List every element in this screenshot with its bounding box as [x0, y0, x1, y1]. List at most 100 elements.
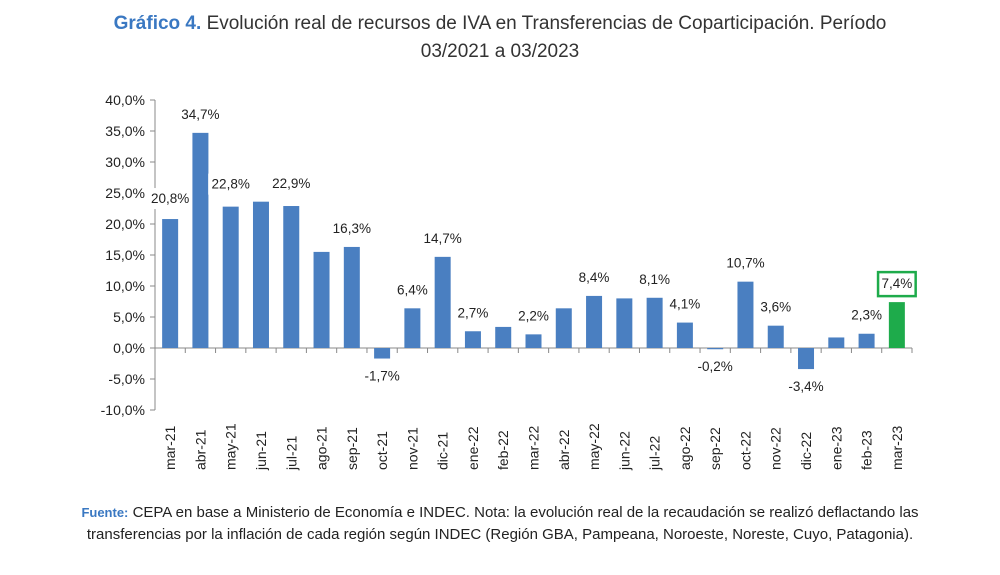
- y-tick-label: 10,0%: [105, 278, 145, 294]
- x-tick-label: oct-22: [737, 431, 753, 470]
- chart-title: Gráfico 4. Evolución real de recursos de…: [0, 10, 1000, 66]
- data-label-bg: [847, 304, 886, 326]
- source-prefix: Fuente:: [81, 505, 129, 520]
- bar-feb-23: [858, 333, 875, 348]
- data-label-bg: [177, 103, 223, 125]
- x-tick-label: mar-21: [162, 425, 178, 470]
- data-label: 7,4%: [881, 276, 912, 291]
- data-label: 2,7%: [458, 305, 489, 320]
- x-tick-label: feb-22: [495, 430, 511, 470]
- bar-nov-22: [767, 325, 784, 348]
- data-label-bg: [208, 173, 254, 195]
- y-tick-label: -5,0%: [108, 371, 145, 387]
- data-label: 4,1%: [670, 297, 701, 312]
- data-label-bg: [666, 293, 704, 315]
- data-label: 6,4%: [397, 282, 428, 297]
- bar-may-21: [222, 206, 239, 348]
- bar-sep-22: [707, 348, 724, 350]
- bar-mar-21: [162, 219, 179, 348]
- data-label: 22,8%: [212, 177, 250, 192]
- data-label-bg: [692, 356, 738, 378]
- data-label-bg: [420, 227, 466, 249]
- y-tick-label: 40,0%: [105, 92, 145, 108]
- bar-jul-22: [646, 297, 663, 348]
- x-tick-label: ago-21: [314, 426, 330, 470]
- bar-jul-21: [283, 206, 300, 348]
- chart-title-prefix: Gráfico 4.: [113, 13, 202, 34]
- data-label: 2,2%: [518, 308, 549, 323]
- data-label: 2,3%: [851, 308, 882, 323]
- bar-mar-23: [888, 302, 905, 348]
- x-tick-label: ene-23: [828, 426, 844, 470]
- x-tick-label: mar-23: [889, 425, 905, 470]
- bar-oct-22: [737, 281, 754, 348]
- x-tick-label: ene-22: [465, 426, 481, 470]
- data-label: 8,4%: [579, 270, 610, 285]
- bar-abr-22: [555, 308, 572, 348]
- y-tick-label: 30,0%: [105, 154, 145, 170]
- x-tick-label: may-22: [586, 423, 602, 470]
- bar-nov-21: [404, 308, 421, 348]
- data-label-bg: [393, 279, 432, 301]
- bar-ene-22: [464, 331, 481, 348]
- data-label-bg: [756, 296, 795, 318]
- bar-feb-22: [495, 326, 512, 348]
- y-tick-label: 5,0%: [113, 309, 145, 325]
- y-tick-label: 25,0%: [105, 185, 145, 201]
- data-label: 14,7%: [424, 231, 462, 246]
- x-tick-label: ago-22: [677, 426, 693, 470]
- data-label: 3,6%: [760, 300, 791, 315]
- bar-dic-22: [798, 348, 815, 370]
- x-tick-label: sep-22: [707, 427, 723, 470]
- chart-title-line1: Evolución real de recursos de IVA en Tra…: [206, 13, 887, 34]
- bar-abr-21: [192, 132, 209, 348]
- x-tick-label: feb-23: [859, 430, 875, 470]
- x-tick-label: jul-22: [647, 436, 663, 471]
- y-tick-label: 20,0%: [105, 216, 145, 232]
- x-tick-label: abr-21: [192, 429, 208, 470]
- x-tick-label: mar-22: [526, 425, 542, 470]
- bar-jun-22: [616, 298, 633, 348]
- data-label: -0,2%: [698, 359, 733, 374]
- x-tick-label: dic-22: [798, 432, 814, 470]
- x-tick-label: jun-22: [616, 431, 632, 471]
- x-tick-label: jul-21: [283, 436, 299, 471]
- x-tick-label: jun-21: [253, 431, 269, 471]
- bar-may-22: [586, 295, 603, 348]
- bar-ago-22: [676, 322, 693, 348]
- data-label-bg: [722, 252, 768, 274]
- data-label-bg: [268, 173, 314, 195]
- source-text: CEPA en base a Ministerio de Economía e …: [86, 504, 919, 543]
- bar-oct-21: [374, 348, 391, 359]
- bar-jun-21: [252, 201, 269, 348]
- bar-sep-21: [343, 246, 360, 348]
- data-label-bg: [575, 266, 613, 288]
- data-label: 8,1%: [639, 272, 670, 287]
- bar-chart: 40,0% 35,0% 30,0% 25,0% 20,0% 15,0% 10,0% 5,0% 0…: [101, 92, 917, 471]
- x-tick-label: oct-21: [374, 431, 390, 470]
- data-label: 34,7%: [181, 107, 219, 122]
- x-tick-label: abr-22: [556, 429, 572, 470]
- data-label: -1,7%: [364, 369, 399, 384]
- y-tick-label: -10,0%: [101, 402, 145, 418]
- data-label-bg: [329, 217, 375, 239]
- data-label: 22,9%: [272, 176, 310, 191]
- x-tick-label: may-21: [223, 423, 239, 470]
- bar-ene-23: [828, 337, 845, 348]
- y-tick-label: 35,0%: [105, 123, 145, 139]
- data-label-bg: [514, 305, 553, 327]
- x-tick-label: dic-21: [435, 432, 451, 470]
- x-tick-label: nov-22: [768, 427, 784, 470]
- data-label-bg: [783, 376, 829, 398]
- source-note: Fuente: CEPA en base a Ministerio de Eco…: [80, 502, 920, 546]
- data-label: 20,8%: [151, 191, 189, 206]
- data-label: -3,4%: [788, 379, 823, 394]
- bar-mar-22: [525, 334, 542, 348]
- x-tick-label: sep-21: [344, 427, 360, 470]
- data-label-bg: [147, 188, 193, 210]
- chart-title-line2: 03/2021 a 03/2023: [420, 41, 580, 62]
- data-label-bg: [454, 302, 492, 324]
- data-label: 16,3%: [333, 221, 371, 236]
- highlight-label-box: [876, 270, 917, 298]
- data-label-bg: [635, 268, 674, 290]
